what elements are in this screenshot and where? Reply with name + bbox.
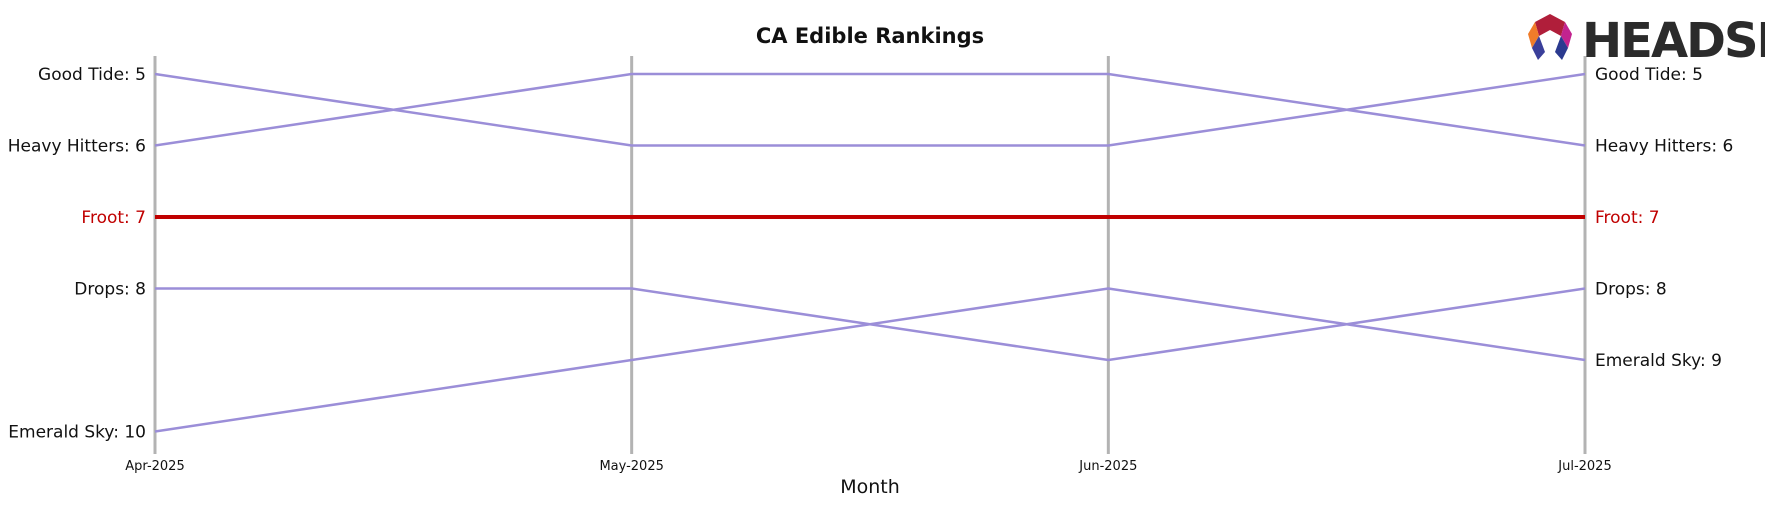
x-tick-label: Jul-2025 bbox=[1557, 459, 1611, 474]
x-tick-label: May-2025 bbox=[599, 459, 663, 474]
x-axis-label: Month bbox=[840, 476, 900, 498]
left-rank-label: Emerald Sky: 10 bbox=[8, 423, 146, 443]
right-rank-label: Froot: 7 bbox=[1595, 208, 1660, 228]
series-line-good-tide bbox=[154, 72, 1586, 147]
series-lines bbox=[154, 72, 1586, 433]
left-rank-labels: Good Tide: 5 Heavy Hitters: 6 Froot: 7 Drop… bbox=[8, 65, 146, 443]
right-rank-label: Emerald Sky: 9 bbox=[1595, 351, 1722, 371]
left-rank-label: Froot: 7 bbox=[81, 208, 146, 228]
headset-logo: HEADSET bbox=[1528, 13, 1765, 69]
left-rank-label: Heavy Hitters: 6 bbox=[8, 137, 146, 157]
right-rank-label: Heavy Hitters: 6 bbox=[1595, 137, 1733, 157]
chart-title: CA Edible Rankings bbox=[756, 24, 984, 48]
x-tick-labels: Apr-2025 May-2025 Jun-2025 Jul-2025 bbox=[125, 459, 1611, 474]
right-rank-label: Good Tide: 5 bbox=[1595, 65, 1703, 85]
right-rank-labels: Good Tide: 5 Heavy Hitters: 6 Froot: 7 Drop… bbox=[1595, 65, 1733, 371]
series-line-emerald-sky bbox=[154, 287, 1586, 433]
left-rank-label: Good Tide: 5 bbox=[38, 65, 146, 85]
left-rank-label: Drops: 8 bbox=[74, 280, 146, 300]
x-tick-label: Apr-2025 bbox=[125, 459, 184, 474]
series-line-heavy-hitters bbox=[154, 72, 1586, 147]
grid-lines bbox=[153, 56, 1587, 454]
headset-logo-icon bbox=[1528, 14, 1572, 60]
right-rank-label: Drops: 8 bbox=[1595, 280, 1667, 300]
headset-logo-text: HEADSET bbox=[1582, 13, 1765, 69]
x-tick-label: Jun-2025 bbox=[1078, 459, 1137, 474]
